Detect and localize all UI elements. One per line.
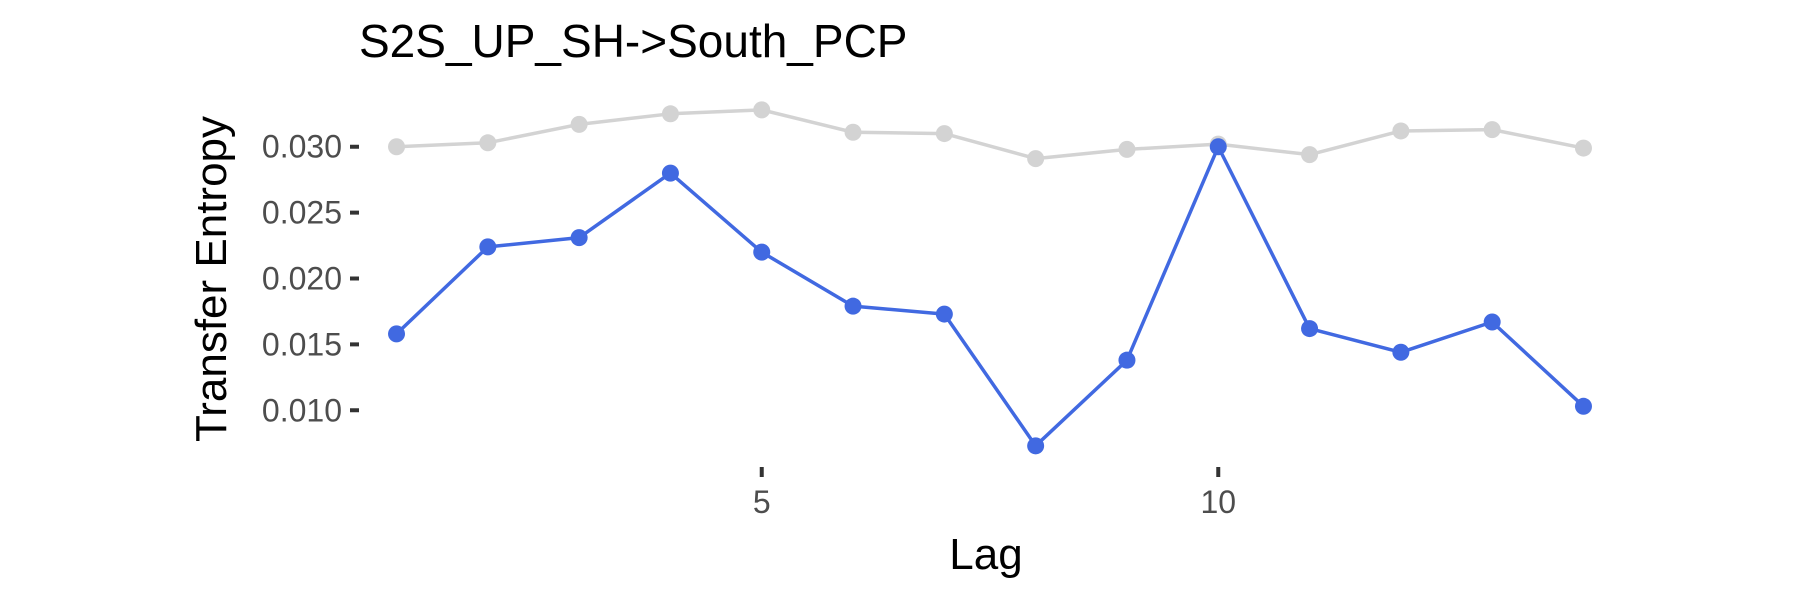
series-1-line	[396, 108, 1584, 161]
series-2-point	[1118, 351, 1136, 369]
series-2-point	[661, 164, 679, 182]
series-2-line	[395, 144, 1585, 448]
series-1-point	[935, 125, 953, 143]
series-1-point	[479, 134, 497, 152]
y-tick-label: 0.025	[262, 195, 342, 231]
chart-title: S2S_UP_SH->South_PCP	[359, 15, 907, 67]
series-2-point	[1301, 320, 1319, 338]
x-tick-label: 5	[753, 484, 771, 520]
series-2-point	[1483, 313, 1501, 331]
y-tick-label: 0.020	[262, 261, 342, 297]
series-layer	[388, 101, 1592, 455]
series-1-point	[1574, 139, 1592, 157]
y-axis-title: Transfer Entropy	[187, 116, 236, 442]
series-2-point	[479, 238, 497, 256]
series-1-point	[844, 123, 862, 141]
series-1-point	[1118, 140, 1136, 158]
y-tick-label: 0.010	[262, 392, 342, 428]
series-1-point	[570, 115, 588, 133]
y-tick-label: 0.030	[262, 129, 342, 165]
series-2-point	[1027, 437, 1045, 455]
x-tick-label: 10	[1200, 484, 1236, 520]
series-2-point	[1209, 138, 1227, 156]
series-2-point	[935, 305, 953, 323]
series-1-point	[1392, 122, 1410, 140]
series-2	[388, 138, 1592, 455]
y-axis: 0.010 0.015 0.020 0.025 0.030	[262, 129, 359, 428]
x-axis: 5 10	[753, 467, 1236, 520]
series-1	[388, 101, 1592, 168]
series-1-point	[753, 101, 771, 119]
series-2-point	[1574, 397, 1592, 415]
series-1-point	[661, 105, 679, 123]
series-2-point	[753, 243, 771, 261]
y-tick-label: 0.015	[262, 326, 342, 362]
series-1-point	[388, 138, 406, 156]
series-1-point	[1483, 121, 1501, 139]
series-2-point	[1392, 343, 1410, 361]
series-2-point	[388, 325, 406, 343]
series-1-point	[1301, 146, 1319, 164]
series-1-point	[1027, 150, 1045, 168]
x-axis-title: Lag	[949, 530, 1022, 579]
series-2-point	[570, 229, 588, 247]
series-2-point	[844, 297, 862, 315]
